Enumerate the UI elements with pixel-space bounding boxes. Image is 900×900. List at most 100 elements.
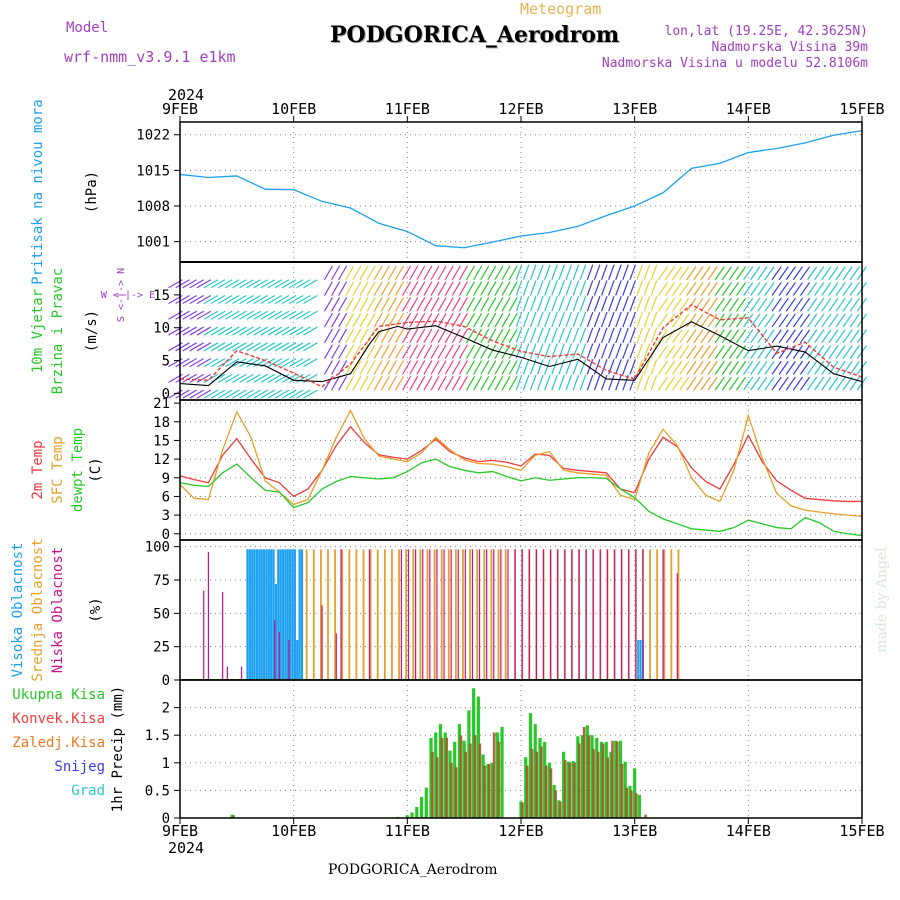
wind-barb [778,266,789,281]
wind-barb [359,281,369,296]
wind-barb [409,344,419,359]
wind-barb [672,360,683,375]
wind-barb [785,282,796,296]
wind-barb [558,311,565,328]
wind-barb [196,389,212,399]
precip-conv-bar [464,751,467,818]
cloud-low-spike [240,666,243,680]
wind-barb [232,294,247,305]
wind-barb [565,327,573,344]
wind-barb [814,376,825,391]
wind-barb [409,328,419,344]
wind-barb [828,282,839,296]
wind-barb [835,329,846,344]
wind-barb [821,329,832,344]
wind-barb [743,313,754,328]
wind-barb [771,376,782,391]
wind-barb [416,328,426,344]
wind-barb [679,282,690,296]
wind-barb [672,266,683,281]
wind-barb [835,360,846,375]
wind-barb [323,265,333,281]
wind-barb [693,266,704,281]
wind-barb [537,374,544,391]
wind-barb [267,389,283,399]
wind-barb [558,296,565,312]
wind-barb [288,326,304,336]
y-tick-label: 50 [153,606,170,622]
wind-barb [225,358,240,368]
cloud-bar-low [557,549,559,680]
wind-barb [686,360,697,375]
y-tick-label: 18 [153,415,170,431]
precip-total-bar [557,800,561,818]
wind-barb [572,296,580,312]
cloud-bar-high [291,549,294,680]
wind-barb [303,279,318,289]
cloud-bar-mid [369,549,372,680]
wind-barb [515,280,523,296]
wind-barb [700,266,711,281]
wind-barb [707,376,718,391]
cloud-low-spike [662,549,664,680]
wind-barb [366,297,376,312]
precip-conv-bar [601,743,605,818]
wind-barb [629,264,636,280]
wind-barb [225,310,240,320]
wind-barb [260,389,276,399]
wind-barb [501,328,511,344]
wind-barb [281,326,297,336]
wind-barb [515,359,523,375]
precip-conv-bar [435,757,439,818]
cloud-bar-low [500,549,502,680]
wind-barb [466,344,476,359]
precip-conv-bar [563,760,567,818]
wind-speed-line [179,321,863,387]
precip-total-bar [490,762,495,818]
wind-barb [473,281,483,296]
cloud-bar-mid [677,549,680,680]
precip-conv-bar [549,768,553,818]
wind-barb [522,327,530,344]
precip-conv-bar [473,735,477,818]
wind-barb [423,265,433,281]
wind-barb [679,266,690,281]
wind-barb [586,343,594,359]
wind-barb [409,375,419,391]
cloud-low-spike [274,620,276,680]
precip-total-bar [580,735,585,818]
wind-barb [622,374,629,391]
precip-total-bar [429,737,433,818]
wind-barb [239,294,254,305]
wind-barb [281,279,297,289]
wind-barb [750,266,761,281]
wind-barb [544,327,551,344]
wind-barb [849,297,860,312]
cloud-low-spike [203,590,205,680]
wind-barb [267,342,283,352]
wind-barb [622,264,629,280]
wind-barb [629,327,636,344]
wind-barb [430,375,440,391]
wind-barb [281,389,297,399]
cloud-bar-mid [490,549,493,680]
wind-barb [736,360,747,375]
cloud-unit: (%) [88,597,104,622]
wind-barb [338,312,348,328]
bottom-day-label: 14FEB [726,822,771,840]
wind-barb [622,311,629,328]
wind-barb [842,313,853,328]
wind-barb [175,294,190,305]
y-tick-label: 15 [153,433,170,449]
wind-barb [757,376,768,391]
wind-barb [622,343,629,359]
wind-barb [672,313,683,328]
elevation-label: Nadmorska Visina 39m [711,40,868,55]
precip-conv-bar [568,762,572,818]
wind-barb [451,344,461,359]
wind-barb [608,311,615,328]
precip-conv-bar [592,749,595,818]
wind-barb [537,264,544,280]
wind-barb [707,282,718,296]
wind-barb [444,375,454,391]
